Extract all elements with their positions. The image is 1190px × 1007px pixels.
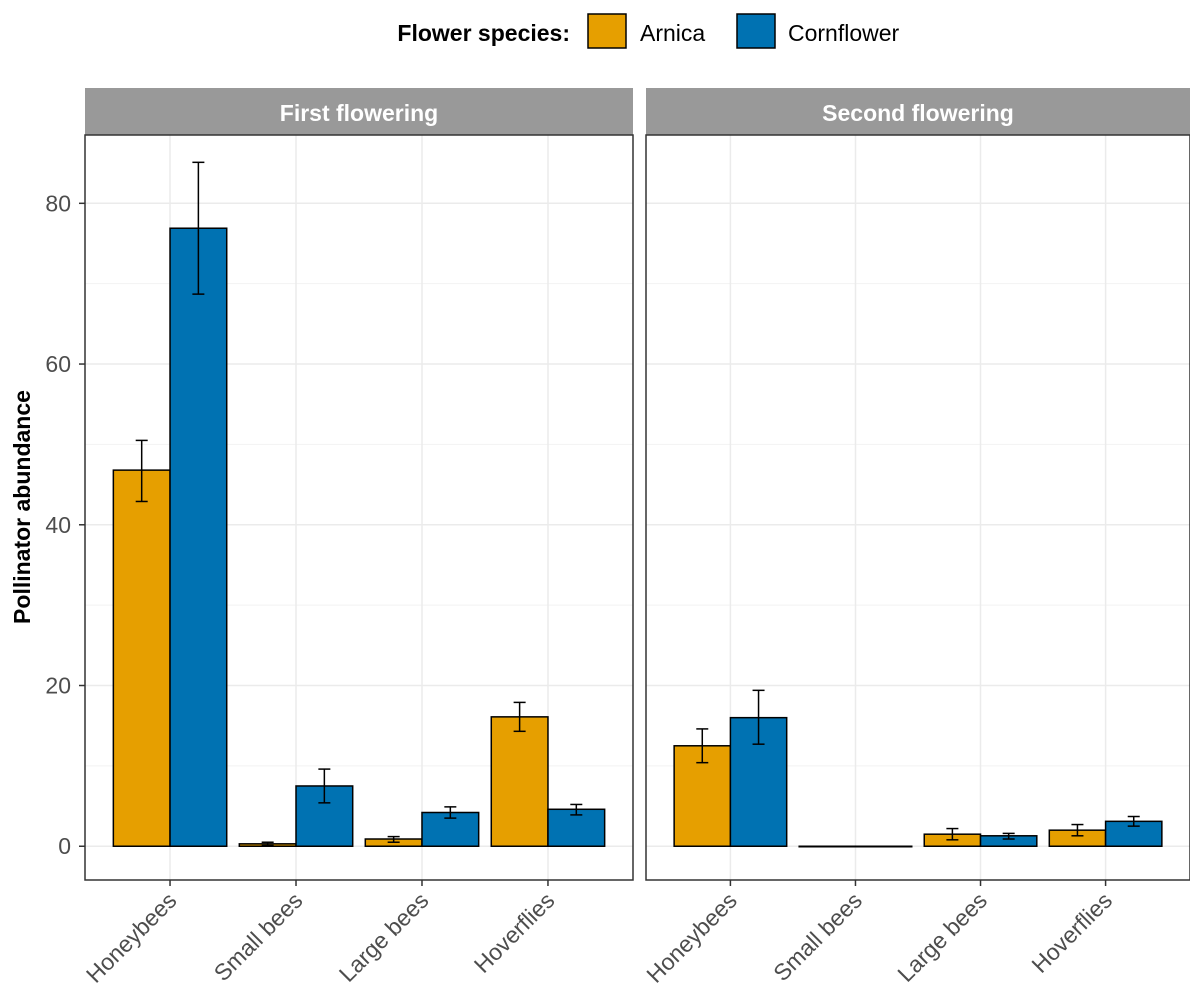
panel-strip: [646, 88, 1190, 135]
x-tick-label: Large bees: [892, 887, 992, 987]
bar-cornflower-hoverflies: [547, 808, 606, 847]
legend: Flower species: Arnica Cornflower: [397, 13, 900, 49]
x-tick-label: Honeybees: [641, 887, 742, 988]
error-bar: [1127, 815, 1140, 827]
y-tick-label: 80: [45, 190, 71, 216]
error-bar: [946, 827, 959, 841]
error-bar: [192, 161, 205, 295]
error-bar: [1071, 823, 1084, 837]
x-tick-label: Hoverflies: [469, 887, 560, 978]
x-tick-label: Hoverflies: [1026, 887, 1117, 978]
y-tick-label: 20: [45, 673, 71, 699]
panel-border: [645, 134, 1190, 881]
error-bar: [261, 841, 274, 847]
error-bar: [444, 806, 457, 819]
bar-arnica-honeybees: [112, 469, 171, 847]
panel-border: [84, 134, 634, 881]
y-tick-label: 40: [45, 512, 71, 538]
legend-swatch-cornflower: [736, 13, 776, 49]
error-bar: [570, 803, 583, 816]
y-tick-label: 60: [45, 351, 71, 377]
error-bar: [513, 701, 526, 733]
x-tick-label: Large bees: [334, 887, 434, 987]
x-tick-label: Small bees: [768, 887, 867, 986]
y-axis-title: Pollinator abundance: [9, 390, 35, 624]
legend-title: Flower species:: [397, 20, 570, 46]
error-bar: [752, 689, 765, 745]
bar-arnica-hoverflies: [490, 716, 549, 847]
error-bar: [387, 835, 400, 843]
legend-label-arnica: Arnica: [640, 20, 705, 46]
bar-cornflower-honeybees: [169, 227, 228, 847]
panel-second-flowering: Second flowering Honeybees Small bees Larg…: [641, 88, 1190, 988]
legend-swatch-arnica: [587, 13, 627, 49]
error-bar: [1002, 832, 1015, 840]
panel-first-flowering: First flowering Honeybees Small bees Large…: [79, 88, 634, 988]
error-bar: [696, 728, 709, 764]
error-bar: [135, 439, 148, 503]
legend-label-cornflower: Cornflower: [788, 20, 900, 46]
plot-area: Honeybees Small bees Large bees Hoverflies: [641, 134, 1190, 988]
bar-cornflower-small-bees: [854, 845, 913, 848]
x-tick-label: Small bees: [209, 887, 308, 986]
y-tick-label: 0: [58, 833, 71, 859]
bar-arnica-small-bees: [798, 845, 857, 848]
panel-title: First flowering: [280, 100, 438, 126]
panel-title: Second flowering: [822, 100, 1014, 126]
y-tick-labels: 0 20 40 60 80: [45, 190, 71, 859]
plot-area: Honeybees Small bees Large bees Hoverflies: [79, 134, 634, 988]
error-bar: [318, 768, 331, 804]
x-tick-label: Honeybees: [81, 887, 182, 988]
panel-strip: [85, 88, 633, 135]
